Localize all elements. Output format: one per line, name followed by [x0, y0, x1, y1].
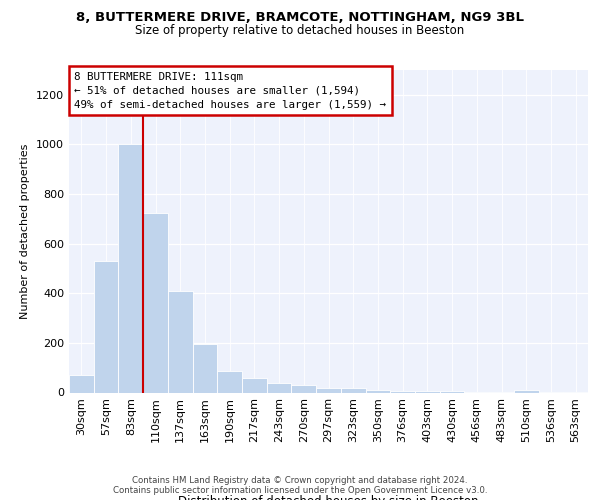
Bar: [193, 344, 217, 392]
Bar: [341, 388, 365, 392]
Text: 8 BUTTERMERE DRIVE: 111sqm
← 51% of detached houses are smaller (1,594)
49% of s: 8 BUTTERMERE DRIVE: 111sqm ← 51% of deta…: [74, 72, 386, 110]
Bar: [118, 144, 143, 392]
Bar: [514, 390, 539, 392]
Bar: [242, 378, 267, 392]
Bar: [217, 370, 242, 392]
Text: Size of property relative to detached houses in Beeston: Size of property relative to detached ho…: [136, 24, 464, 37]
Bar: [69, 375, 94, 392]
Bar: [94, 261, 118, 392]
Bar: [292, 385, 316, 392]
Text: Contains HM Land Registry data © Crown copyright and database right 2024.: Contains HM Land Registry data © Crown c…: [132, 476, 468, 485]
Bar: [168, 292, 193, 392]
Text: 8, BUTTERMERE DRIVE, BRAMCOTE, NOTTINGHAM, NG9 3BL: 8, BUTTERMERE DRIVE, BRAMCOTE, NOTTINGHA…: [76, 11, 524, 24]
X-axis label: Distribution of detached houses by size in Beeston: Distribution of detached houses by size …: [178, 496, 479, 500]
Bar: [365, 390, 390, 392]
Text: Contains public sector information licensed under the Open Government Licence v3: Contains public sector information licen…: [113, 486, 487, 495]
Bar: [316, 388, 341, 392]
Y-axis label: Number of detached properties: Number of detached properties: [20, 144, 31, 319]
Bar: [143, 212, 168, 392]
Bar: [267, 382, 292, 392]
